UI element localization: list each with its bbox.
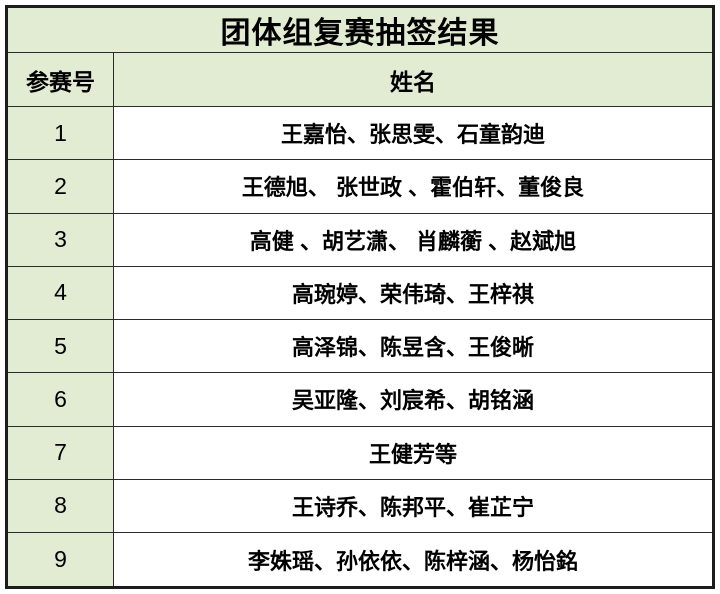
entry-number: 4	[6, 265, 114, 321]
column-header-number: 参赛号	[6, 52, 114, 107]
table-title: 团体组复赛抽签结果	[6, 6, 714, 53]
entry-names: 王诗乔、陈邦平、崔芷宁	[113, 478, 714, 534]
table-row: 9 李姝瑶、孙依依、陈梓涵、杨怡銘	[6, 532, 714, 588]
entry-number: 8	[6, 478, 114, 534]
entry-names: 高健 、胡艺潇、 肖麟蘅 、赵斌旭	[113, 212, 714, 267]
entry-number: 5	[6, 318, 114, 374]
entry-names: 王德旭、 张世政 、霍伯轩、董俊良	[113, 159, 714, 214]
table-row: 3 高健 、胡艺潇、 肖麟蘅 、赵斌旭	[6, 212, 714, 267]
entry-number: 9	[6, 532, 114, 588]
table-row: 5 高泽锦、陈昱含、王俊晰	[6, 318, 714, 374]
header-row: 参赛号 姓名	[6, 52, 714, 107]
entry-number: 3	[6, 212, 114, 267]
entry-number: 2	[6, 159, 114, 214]
entry-names: 吴亚隆、刘宸希、胡铭涵	[113, 372, 714, 427]
column-header-names: 姓名	[113, 52, 714, 107]
entry-number: 1	[6, 105, 114, 161]
table-row: 4 高琬婷、荣伟琦、王梓祺	[6, 265, 714, 321]
entry-number: 7	[6, 425, 114, 480]
entry-names: 王健芳等	[113, 425, 714, 480]
entry-names: 高琬婷、荣伟琦、王梓祺	[113, 265, 714, 321]
title-row: 团体组复赛抽签结果	[6, 6, 714, 53]
entry-names: 李姝瑶、孙依依、陈梓涵、杨怡銘	[113, 532, 714, 588]
entry-names: 高泽锦、陈昱含、王俊晰	[113, 318, 714, 374]
table-row: 8 王诗乔、陈邦平、崔芷宁	[6, 478, 714, 534]
entry-names: 王嘉怡、张思雯、石童韵迪	[113, 105, 714, 161]
draw-results-table: 团体组复赛抽签结果 参赛号 姓名 1 王嘉怡、张思雯、石童韵迪 2 王德旭、 张…	[5, 5, 715, 589]
table-row: 2 王德旭、 张世政 、霍伯轩、董俊良	[6, 159, 714, 214]
table-row: 7 王健芳等	[6, 425, 714, 480]
table-row: 1 王嘉怡、张思雯、石童韵迪	[6, 105, 714, 161]
table-row: 6 吴亚隆、刘宸希、胡铭涵	[6, 372, 714, 427]
entry-number: 6	[6, 372, 114, 427]
